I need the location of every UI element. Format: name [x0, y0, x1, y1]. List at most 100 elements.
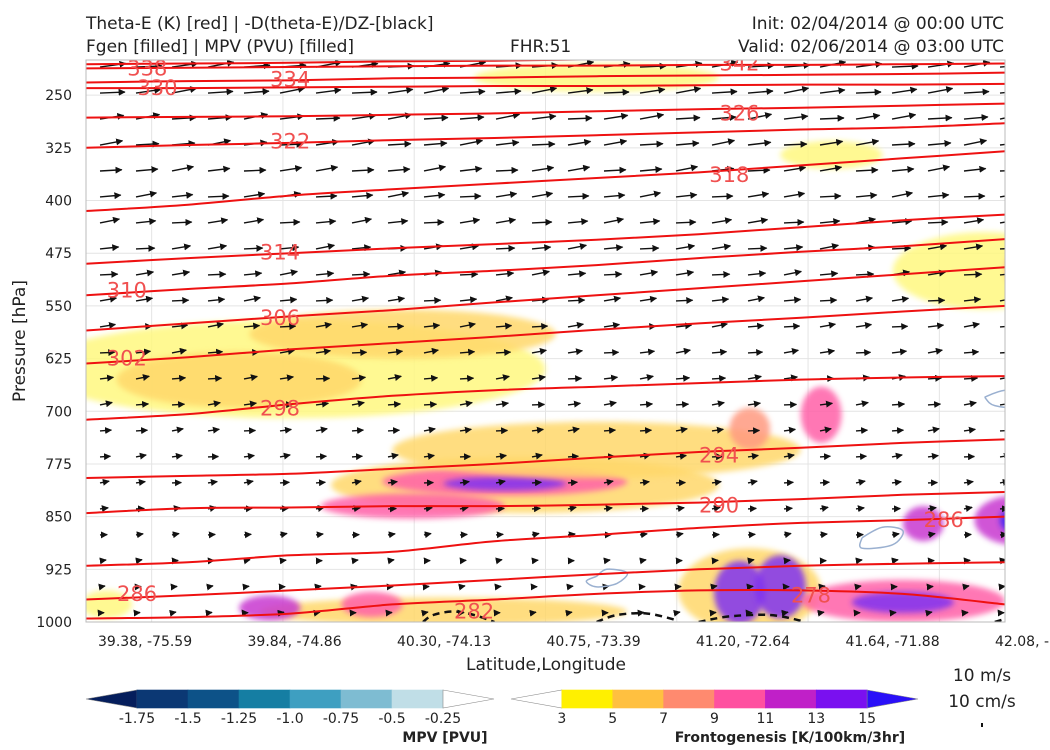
y-tick-850: 850 — [45, 510, 72, 526]
wind-vector-113 — [423, 164, 447, 172]
init-time: Init: 02/04/2014 @ 00:00 UTC — [751, 14, 1004, 34]
wind-vector-62 — [459, 114, 485, 122]
wind-vector-476 — [387, 531, 396, 539]
wind-vector-87 — [423, 140, 448, 148]
wind-vector-61 — [423, 114, 449, 122]
wind-vector-498 — [243, 557, 251, 565]
wind-vector-128 — [963, 165, 987, 173]
wind-vector-155 — [999, 195, 1005, 198]
wind-vector-99 — [855, 138, 880, 146]
wind-vector-321 — [423, 374, 439, 382]
wind-vector-349 — [495, 400, 509, 408]
wind-vector-34 — [387, 86, 414, 94]
colorbar-tick-mpv-1: -1.5 — [174, 711, 201, 727]
wind-vector-42 — [675, 86, 702, 94]
wind-vector-399 — [423, 452, 435, 460]
wind-vector-123 — [783, 165, 807, 172]
wind-vector-240 — [315, 296, 334, 304]
wind-vector-318 — [315, 375, 331, 383]
wind-vector-198 — [675, 243, 696, 251]
fgen-colorbar-title: Frontogenesis [K/100km/3hr] — [675, 730, 905, 746]
colorbar-cell-fgen-3 — [663, 689, 715, 709]
theta-e-label-15: 286 — [117, 582, 157, 606]
wind-vector-29 — [207, 88, 234, 96]
wind-vector-221 — [567, 270, 587, 278]
wind-vector-335 — [927, 374, 943, 382]
wind-vector-227 — [783, 269, 802, 277]
wind-vector-137 — [351, 192, 374, 200]
theta-e-contour-290 — [86, 491, 1005, 515]
wind-vector-429 — [567, 479, 578, 487]
wind-vector-472 — [243, 531, 252, 539]
wind-vector-27 — [135, 86, 162, 94]
colorbar-tick-mpv-3: -1.0 — [276, 711, 303, 727]
wind-vector-350 — [531, 401, 546, 409]
frontogenesis-colorbar: 3 5 7 9 11 13 15 — [510, 689, 919, 727]
wind-vector-440 — [963, 479, 974, 486]
wind-vector-354 — [675, 401, 690, 409]
wind-vector-115 — [495, 166, 519, 174]
wind-vector-286 — [99, 349, 116, 357]
wind-vector-159 — [207, 217, 229, 225]
wind-vector-352 — [603, 400, 617, 408]
wind-vector-565 — [781, 609, 789, 617]
wind-vector-324 — [531, 374, 547, 382]
fgen-region-1 — [116, 351, 362, 408]
wind-vector-122 — [747, 166, 771, 174]
forecast-hour: FHR:51 — [510, 37, 572, 57]
mpv-contour-1 — [585, 568, 629, 588]
wind-vector-403 — [567, 453, 580, 461]
x-tick-2: 40.30, -74.13 — [397, 634, 491, 650]
wind-vector-117 — [567, 164, 591, 172]
wind-vector-178 — [891, 218, 913, 226]
wind-vector-369 — [279, 426, 292, 434]
wind-vector-181 — [999, 221, 1005, 224]
wind-vector-491 — [927, 531, 936, 539]
wind-vector-202 — [819, 243, 840, 250]
colorbar-cell-mpv-7 — [442, 689, 495, 709]
theta-e-contour-282 — [86, 561, 1005, 601]
wind-vector-293 — [351, 349, 368, 357]
wind-vector-516 — [891, 557, 899, 565]
wind-vector-383 — [783, 426, 796, 434]
wind-vector-114 — [459, 165, 483, 173]
theta-e-contour-342 — [86, 60, 629, 66]
wind-vector-79 — [135, 140, 160, 148]
wind-vector-257 — [927, 297, 946, 305]
wind-vector-176 — [819, 218, 841, 226]
wind-vector-102 — [963, 138, 988, 146]
theta-e-label-5: 322 — [270, 129, 310, 153]
wind-vector-119 — [639, 166, 663, 174]
theta-e-contour-318 — [86, 150, 1005, 212]
wind-vector-44 — [747, 88, 774, 96]
wind-vector-180 — [963, 217, 985, 225]
y-tick-400: 400 — [45, 194, 72, 210]
wind-vector-33 — [351, 88, 378, 96]
theta-e-contour-330 — [86, 82, 1005, 90]
wind-vector-94 — [675, 140, 700, 148]
wind-vector-298 — [531, 348, 547, 355]
colorbar-cell-fgen-7 — [866, 689, 919, 709]
x-axis-label: Latitude,Longitude — [466, 655, 626, 675]
wind-vector-453 — [495, 505, 505, 513]
wind-vector-284 — [963, 321, 980, 329]
wind-vector-220 — [531, 269, 550, 277]
wind-vector-477 — [423, 531, 432, 539]
colorbar-cell-fgen-5 — [765, 689, 817, 709]
wind-vector-242 — [387, 295, 406, 303]
wind-vector-494 — [99, 557, 107, 565]
wind-vector-501 — [351, 557, 359, 565]
wind-vector-523 — [206, 583, 214, 591]
wind-vector-270 — [459, 321, 476, 329]
wind-vector-465 — [927, 505, 937, 513]
wind-vector-258 — [963, 296, 982, 304]
wind-vector-260 — [99, 321, 117, 329]
wind-vector-35 — [423, 86, 450, 94]
stability-contours — [422, 610, 1005, 622]
wind-vector-372 — [387, 427, 401, 435]
wind-vector-100 — [891, 140, 916, 148]
wind-vector-236 — [171, 296, 190, 304]
wind-vector-473 — [279, 531, 288, 539]
colorbar-tick-fgen-0: 3 — [557, 711, 566, 727]
